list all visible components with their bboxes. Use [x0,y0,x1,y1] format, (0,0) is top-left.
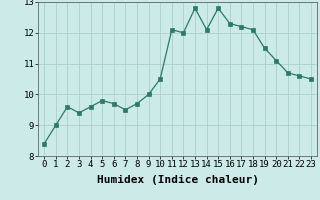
X-axis label: Humidex (Indice chaleur): Humidex (Indice chaleur) [97,175,259,185]
